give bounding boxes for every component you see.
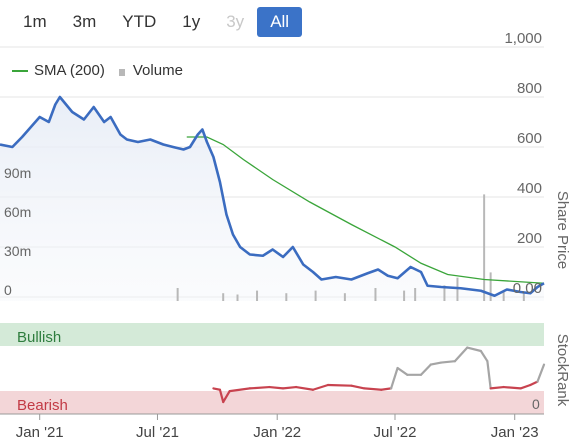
stockrank-segment bbox=[326, 383, 353, 387]
stockrank-segment bbox=[222, 390, 231, 404]
volume-bar bbox=[489, 272, 492, 301]
stockrank-segment bbox=[311, 383, 330, 391]
stockrank-segment bbox=[350, 384, 366, 390]
range-button-3y: 3y bbox=[226, 12, 245, 31]
price-tick-label: 600 bbox=[517, 130, 542, 147]
stockrank-axis-title: StockRank bbox=[554, 334, 571, 407]
range-button-3m[interactable]: 3m bbox=[72, 12, 97, 31]
bearish-label: Bearish bbox=[17, 397, 68, 414]
volume-bar bbox=[502, 290, 505, 301]
stockrank-segment bbox=[502, 385, 522, 390]
stockrank-segment bbox=[228, 387, 251, 393]
range-button-ytd[interactable]: YTD bbox=[122, 12, 157, 31]
bearish-band bbox=[0, 391, 544, 414]
range-button-1y[interactable]: 1y bbox=[182, 12, 201, 31]
price-tick-label: 400 bbox=[517, 180, 542, 197]
x-tick-label: Jan '22 bbox=[253, 424, 301, 439]
x-tick-label: Jul '21 bbox=[136, 424, 179, 439]
sma-200-line bbox=[186, 136, 545, 284]
bullish-label: Bullish bbox=[17, 329, 61, 346]
stockrank-segment bbox=[479, 349, 489, 363]
volume-bar bbox=[343, 293, 346, 301]
volume-bar bbox=[483, 194, 486, 301]
sma-legend-swatch bbox=[12, 69, 28, 72]
range-selector: 1m 3m YTD 1y 3y All bbox=[10, 7, 303, 37]
range-button-1m[interactable]: 1m bbox=[23, 12, 47, 31]
stockrank-segment bbox=[489, 385, 505, 390]
stockrank-segment bbox=[536, 363, 546, 383]
stockrank-segment bbox=[268, 385, 285, 390]
volume-bar bbox=[522, 293, 525, 301]
stockrank-segment bbox=[486, 360, 492, 390]
volume-bar bbox=[443, 285, 446, 301]
legend: SMA (200) Volume bbox=[12, 62, 183, 79]
stockrank-segment bbox=[218, 388, 225, 404]
volume-bar bbox=[176, 288, 179, 301]
stockrank-segment bbox=[529, 380, 539, 387]
volume-tick-label: 30m bbox=[4, 243, 31, 259]
volume-legend-label[interactable]: Volume bbox=[132, 62, 183, 79]
volume-bar bbox=[236, 294, 239, 301]
volume-tick-label: 90m bbox=[4, 165, 31, 181]
bullish-band bbox=[0, 323, 544, 346]
price-tick-label: 200 bbox=[517, 230, 542, 247]
x-axis: Jan '21 Jul '21 Jan '22 Jul '22 Jan '23 bbox=[0, 413, 544, 439]
volume-bar bbox=[222, 293, 225, 301]
price-tick-label: 800 bbox=[517, 80, 542, 97]
stockrank-segment bbox=[453, 346, 469, 363]
volume-bar bbox=[285, 293, 288, 301]
price-axis-labels: 1,000 800 600 400 200 0.00 bbox=[504, 30, 542, 297]
x-tick-label: Jul '22 bbox=[374, 424, 417, 439]
stockrank-segment bbox=[380, 387, 393, 391]
x-tick-label: Jan '21 bbox=[16, 424, 64, 439]
stockrank-segment bbox=[363, 387, 383, 391]
stockrank-segment bbox=[440, 360, 456, 364]
volume-bar bbox=[403, 290, 406, 301]
volume-tick-label: 0 bbox=[4, 282, 12, 298]
share-price-line[interactable] bbox=[0, 95, 545, 298]
stockrank-segment bbox=[248, 385, 271, 390]
stockrank-segment bbox=[519, 383, 532, 390]
price-tick-label: 0.00 bbox=[513, 280, 542, 297]
stockrank-segment bbox=[389, 366, 399, 390]
stockrank-segment bbox=[429, 361, 443, 366]
volume-axis-labels: 90m 60m 30m 0 bbox=[4, 165, 31, 298]
stockrank-segment bbox=[419, 363, 432, 376]
stockrank-segment bbox=[212, 387, 222, 391]
stockrank-segment bbox=[466, 346, 482, 353]
volume-bar bbox=[414, 288, 417, 301]
sma-legend-label[interactable]: SMA (200) bbox=[34, 62, 105, 79]
stockrank-segment bbox=[294, 385, 315, 391]
price-tick-label: 1,000 bbox=[504, 30, 542, 47]
stockrank-zero-tick: 0 bbox=[532, 396, 540, 412]
x-tick-label: Jan '23 bbox=[491, 424, 539, 439]
volume-tick-label: 60m bbox=[4, 204, 31, 220]
volume-legend-swatch bbox=[118, 69, 125, 76]
volume-bar bbox=[374, 288, 377, 301]
stockrank-line bbox=[212, 346, 546, 404]
stockrank-segment bbox=[396, 366, 409, 376]
price-axis-title: Share Price bbox=[554, 191, 571, 269]
volume-bar bbox=[256, 290, 259, 301]
volume-bar bbox=[314, 290, 317, 301]
range-button-all[interactable]: All bbox=[257, 7, 303, 37]
price-area bbox=[0, 97, 544, 301]
stockrank-segment bbox=[281, 385, 298, 390]
